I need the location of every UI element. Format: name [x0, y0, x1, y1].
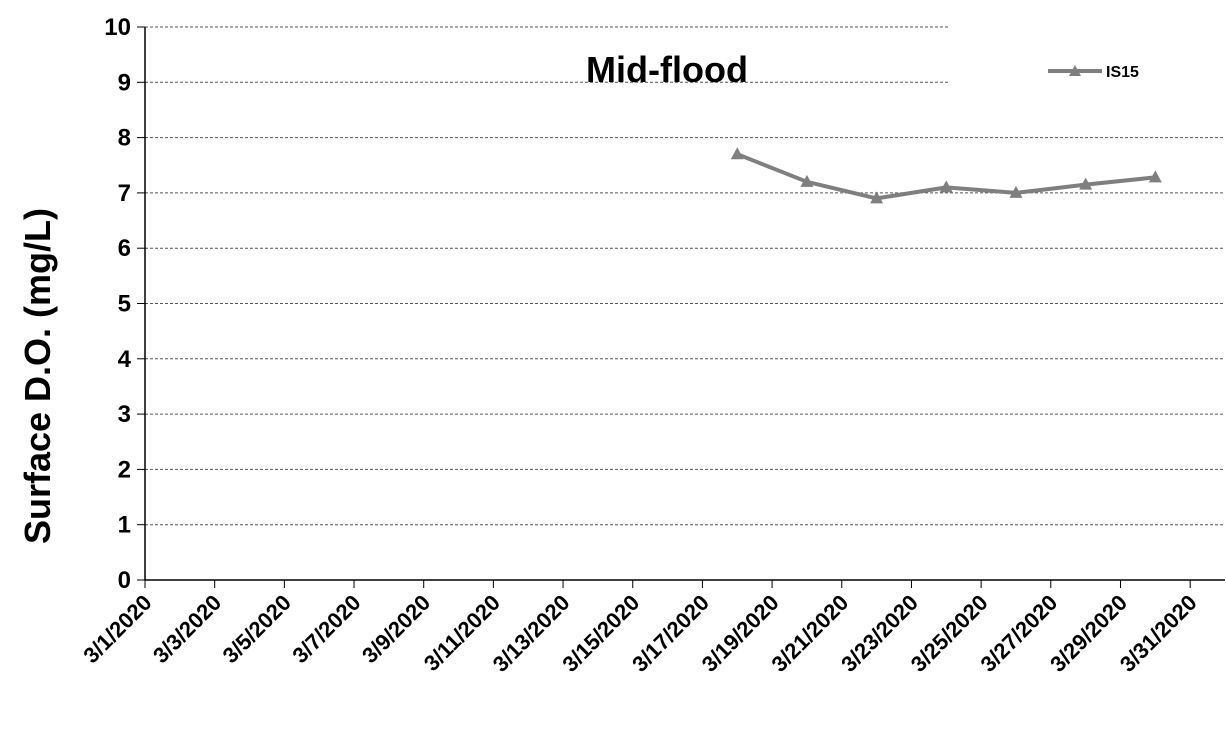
y-tick-label: 0 — [118, 567, 131, 594]
data-point-marker — [800, 174, 814, 187]
data-point-marker — [939, 180, 953, 193]
x-tick-label: 3/7/2020 — [287, 590, 365, 668]
y-tick-label: 1 — [118, 512, 131, 539]
legend-marker-is15 — [1069, 65, 1081, 76]
gridlines — [145, 26, 1225, 526]
y-tick-label: 6 — [118, 235, 131, 262]
x-tick-label: 3/3/2020 — [148, 590, 226, 668]
y-tick-label: 9 — [118, 69, 131, 96]
y-tick-label: 4 — [118, 346, 132, 373]
y-tick-label: 5 — [118, 291, 131, 318]
data-point-marker — [1079, 177, 1093, 190]
y-tick-label: 3 — [118, 401, 131, 428]
data-point-marker — [870, 191, 884, 204]
x-tick-label: 3/5/2020 — [218, 590, 296, 668]
data-point-marker — [1148, 170, 1162, 183]
data-point-marker — [730, 147, 744, 160]
y-axis-label: Surface D.O. (mg/L) — [17, 208, 58, 544]
y-tick-label: 2 — [118, 456, 131, 483]
x-tick-labels: 3/1/20203/3/20203/5/20203/7/20203/9/2020… — [78, 590, 1201, 677]
y-tick-labels: 0 1 2 3 4 5 6 7 8 9 10 — [104, 14, 131, 594]
legend-label-is15: IS15 — [1106, 64, 1139, 81]
data-point-marker — [1009, 185, 1023, 198]
y-tick-label: 8 — [118, 125, 131, 152]
chart-title: Mid-flood — [586, 49, 748, 90]
legend: IS15 — [1048, 64, 1139, 81]
axes — [137, 26, 1225, 588]
y-tick-label: 7 — [118, 180, 131, 207]
y-tick-label: 10 — [104, 14, 131, 41]
series-lines — [730, 147, 1162, 204]
x-tick-label: 3/1/2020 — [78, 590, 156, 668]
x-tick-label: 3/31/2020 — [1115, 590, 1202, 677]
